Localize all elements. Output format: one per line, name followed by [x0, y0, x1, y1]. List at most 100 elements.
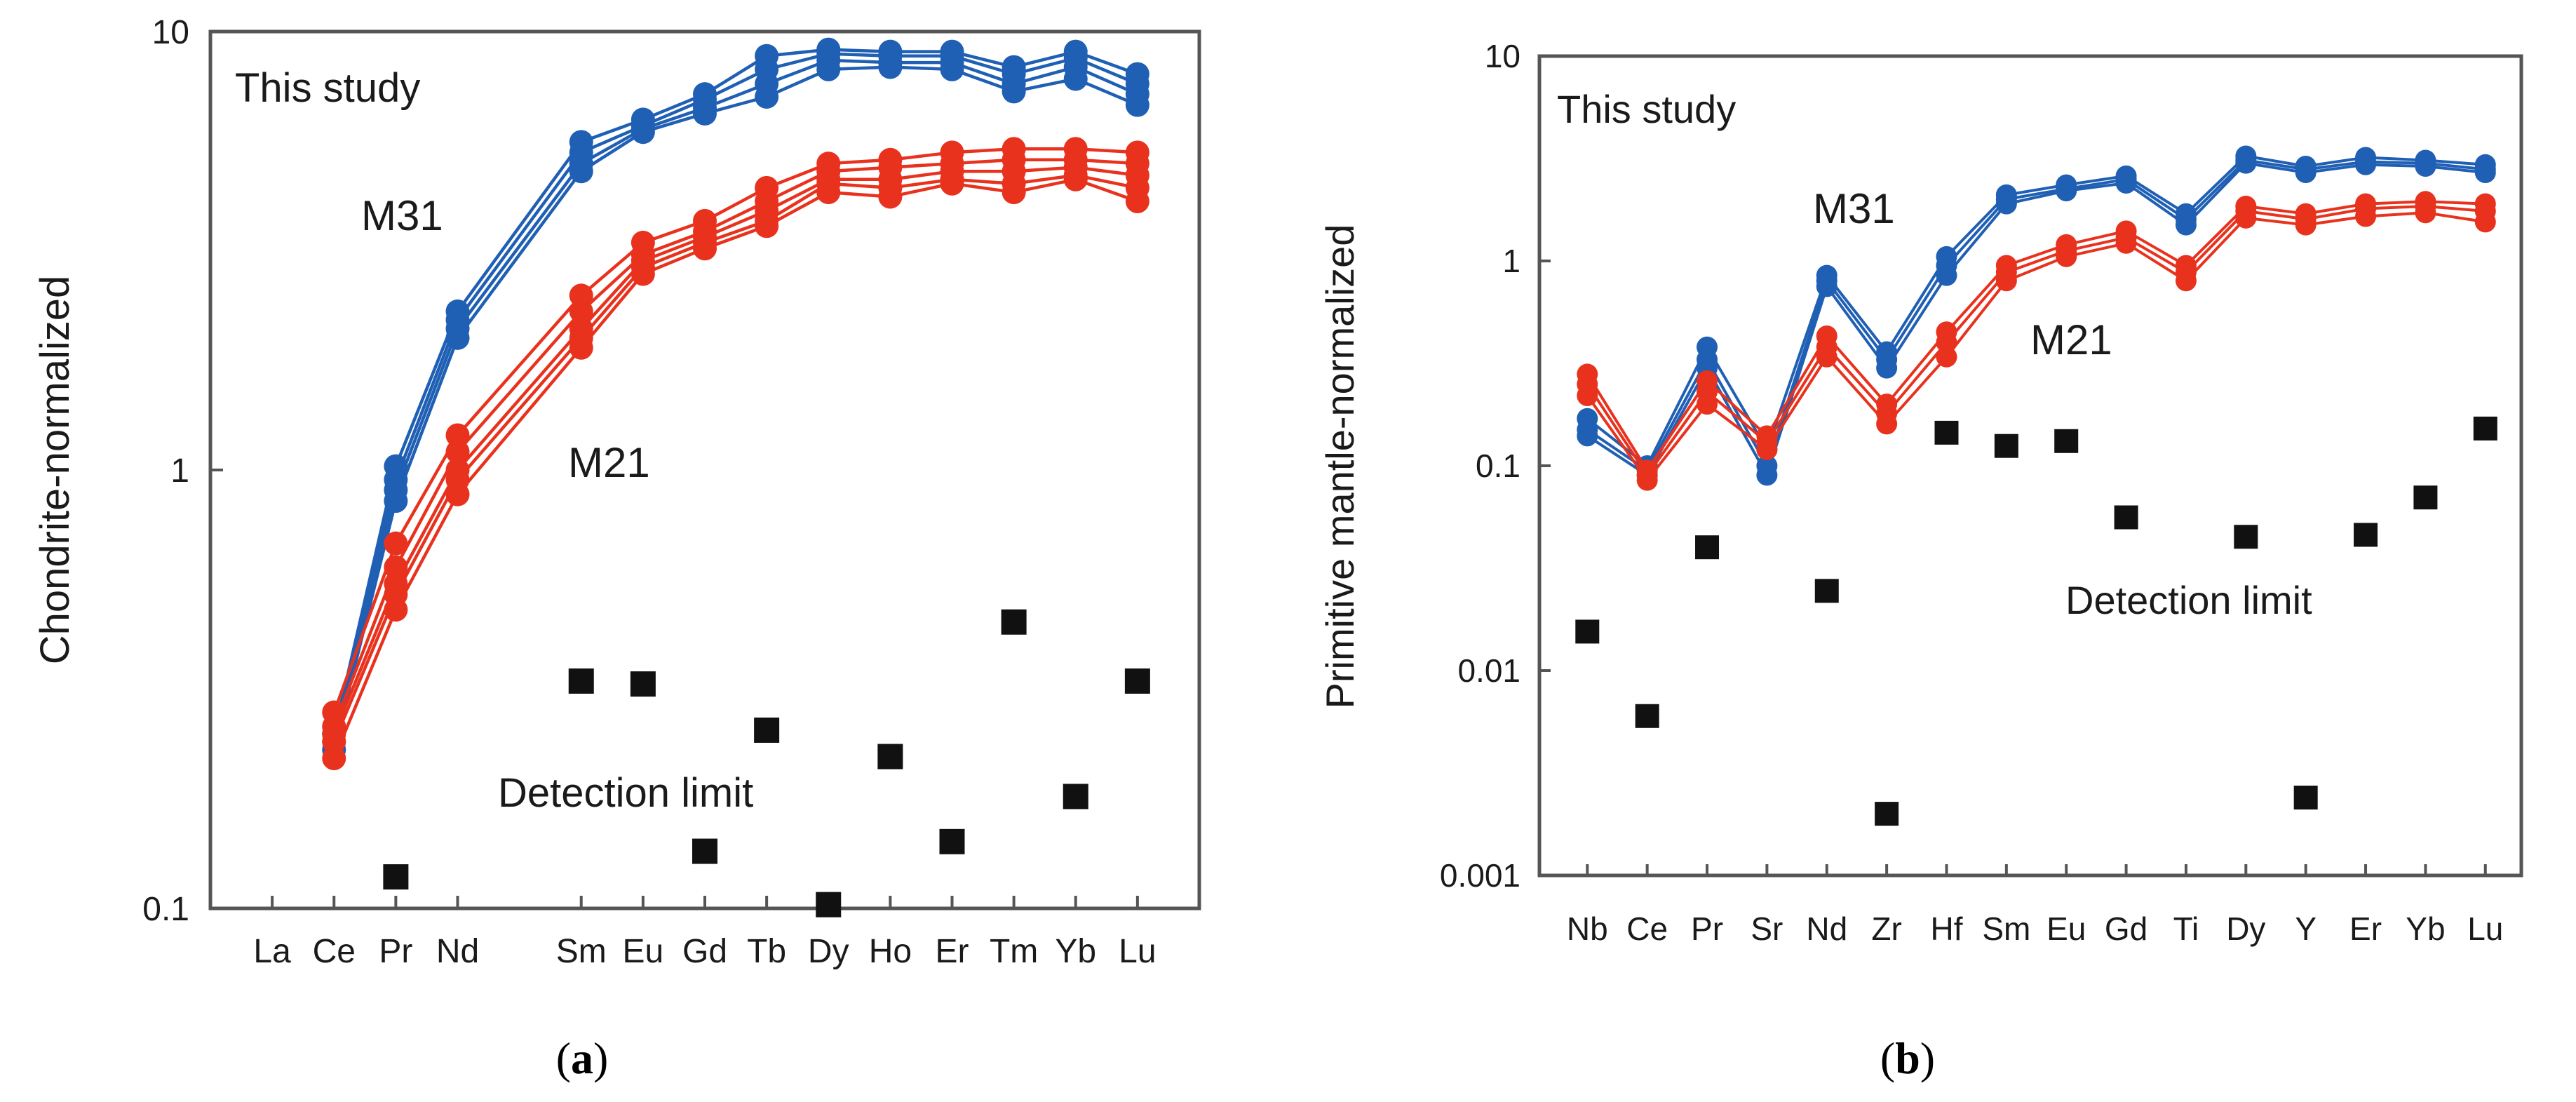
- panel-b-x-tick-label: Gd: [2105, 911, 2147, 947]
- panel-b-x-tick-label: Er: [2349, 911, 2382, 947]
- panel-b-detection-group: [1575, 416, 2497, 826]
- panel-a-data-point: [1002, 180, 1026, 205]
- panel-b-detection-limit-marker: [2473, 416, 2497, 441]
- panel-a-data-point: [940, 171, 964, 196]
- panel-b-plot-frame: [1537, 54, 2523, 878]
- panel-a-x-tick-label: Yb: [1055, 933, 1096, 970]
- panel-b-y-tick-label: 1: [1502, 243, 1520, 279]
- panel-a-series-m31: [322, 48, 1149, 754]
- panel-b-detection-label: Detection limit: [2065, 578, 2312, 622]
- panel-a-caption-letter: a: [571, 1033, 593, 1083]
- panel-b-detection-limit-marker: [2413, 485, 2438, 510]
- panel-b-m31-label: M31: [1813, 185, 1895, 232]
- panel-b-detection-limit-marker: [1934, 420, 1959, 445]
- panel-a-detection-group: [383, 609, 1150, 918]
- panel-a-m21-label: M21: [568, 439, 650, 486]
- panel-b-detection-limit-marker: [1695, 535, 1720, 560]
- panel-b-data-point: [2056, 180, 2077, 202]
- panel-a-y-axis-title: Chondrite-normalized: [32, 276, 78, 664]
- panel-b-detection-limit-marker: [1875, 802, 1899, 826]
- panel-a-data-point: [569, 299, 593, 323]
- panel-b-detection-limit-marker: [2354, 523, 2378, 547]
- panel-a-data-point: [569, 159, 593, 184]
- panel-a-detection-limit-marker: [939, 828, 965, 854]
- panel-b-y-tick-label: 0.01: [1457, 652, 1520, 689]
- panel-b-series-line: [1586, 159, 2486, 472]
- panel-b-data-point: [2235, 152, 2257, 174]
- panel-a-detection-limit-marker: [1124, 668, 1150, 694]
- panel-b-x-tick-label: Zr: [1871, 911, 1901, 947]
- panel-a-detection-limit-marker: [754, 717, 780, 743]
- panel-a-data-point: [878, 55, 903, 79]
- panel-b-series-m21: [1577, 202, 2496, 491]
- panel-a-data-point: [816, 57, 841, 81]
- panel-a-x-tick-label: Dy: [808, 933, 849, 970]
- panel-a-detection-limit-marker: [816, 892, 842, 918]
- panel-a-data-point: [940, 57, 964, 81]
- panel-b-y-ticks: 0.001 0.01 0.1 1 10: [1440, 38, 1551, 894]
- panel-b-series-line: [1586, 200, 2486, 472]
- panel-b-series-line: [1586, 161, 2486, 477]
- panel-a-data-point: [1063, 67, 1088, 91]
- panel-a-y-ticks: 0.1 1 10: [142, 14, 223, 928]
- panel-a-x-tick-label: Eu: [623, 933, 664, 970]
- panel-b-data-point: [1995, 193, 2017, 215]
- panel-a-data-point: [384, 531, 408, 556]
- panel-b-data-point: [1936, 264, 1957, 286]
- panel-a-x-tick-label: Tm: [990, 933, 1038, 970]
- panel-b-x-tick-label: Y: [2295, 911, 2317, 947]
- panel-b-data-point: [1636, 469, 1658, 491]
- panel-b-data-point: [2355, 154, 2377, 175]
- panel-b-data-point: [2295, 214, 2317, 236]
- panel-b-detection-limit-marker: [1994, 434, 2018, 458]
- panel-a-x-tick-label: Lu: [1119, 933, 1156, 970]
- panel-a-data-point: [1125, 93, 1149, 117]
- panel-b-data-point: [2474, 211, 2496, 233]
- panel-b-series-m31: [1577, 152, 2496, 486]
- panel-a-data-point: [630, 120, 655, 145]
- panel-b-data-point: [1936, 332, 1957, 354]
- panel-a-data-point: [755, 84, 779, 109]
- panel-a-x-tick-label: Gd: [682, 933, 727, 970]
- panel-b-x-tick-label: Nb: [1567, 911, 1608, 947]
- panel-a-data-point: [445, 423, 470, 448]
- panel-a-x-tick-label: Nd: [436, 933, 479, 970]
- panel-b-detection-limit-marker: [2293, 785, 2318, 809]
- panel-a-data-point: [878, 184, 903, 209]
- panel-b-data-point: [2175, 270, 2197, 292]
- panel-b-data-point: [2474, 162, 2496, 184]
- panel-a-detection-limit-marker: [383, 864, 409, 890]
- panel-b-data-point: [1816, 276, 1837, 297]
- panel-b-series-line: [1586, 154, 2486, 467]
- panel-b-data-point: [1936, 346, 1957, 368]
- panel-b-x-tick-label: Eu: [2046, 911, 2086, 947]
- panel-a-data-point: [693, 236, 717, 261]
- panel-a-data-point: [1063, 167, 1088, 191]
- panel-a-caption-open: (: [556, 1033, 571, 1083]
- panel-a-x-tick-label: Er: [936, 933, 969, 970]
- panel-a-caption-close: ): [593, 1033, 608, 1083]
- panel-b-data-point: [2415, 202, 2436, 224]
- panel-a-caption: (a): [556, 1033, 609, 1083]
- panel-a-data-point: [445, 482, 470, 506]
- panel-b-x-tick-label: Sm: [1982, 911, 2030, 947]
- panel-b-data-point: [1756, 464, 1778, 486]
- panel-b-detection-limit-marker: [2054, 429, 2079, 453]
- panel-b-detection-limit-marker: [1635, 704, 1659, 728]
- panel-b-x-ticks: Nb Ce Pr Sr Nd Zr Hf Sm Eu Gd Ti Dy Y Er Yb Lu: [1567, 864, 2503, 947]
- panel-b-data-point: [1697, 394, 1718, 415]
- panel-a-data-point: [384, 489, 408, 513]
- panel-b-detection-limit-marker: [2114, 505, 2138, 530]
- panel-b-x-tick-label: Dy: [2226, 911, 2265, 947]
- panel-b-caption-open: (: [1880, 1033, 1895, 1083]
- panel-b-x-tick-label: Ti: [2173, 911, 2199, 947]
- panel-a-detection-limit-marker: [1063, 784, 1088, 809]
- panel-b-series-group: [1577, 145, 2496, 491]
- panel-a-data-point: [322, 746, 346, 770]
- panel-a-x-tick-label: Ce: [313, 933, 356, 970]
- panel-a-detection-limit-marker: [568, 668, 594, 694]
- panel-a-data-point: [1125, 189, 1149, 214]
- panel-a-detection-limit-marker: [692, 838, 717, 864]
- panel-b-data-point: [1816, 346, 1837, 368]
- panel-a-data-point: [569, 335, 593, 360]
